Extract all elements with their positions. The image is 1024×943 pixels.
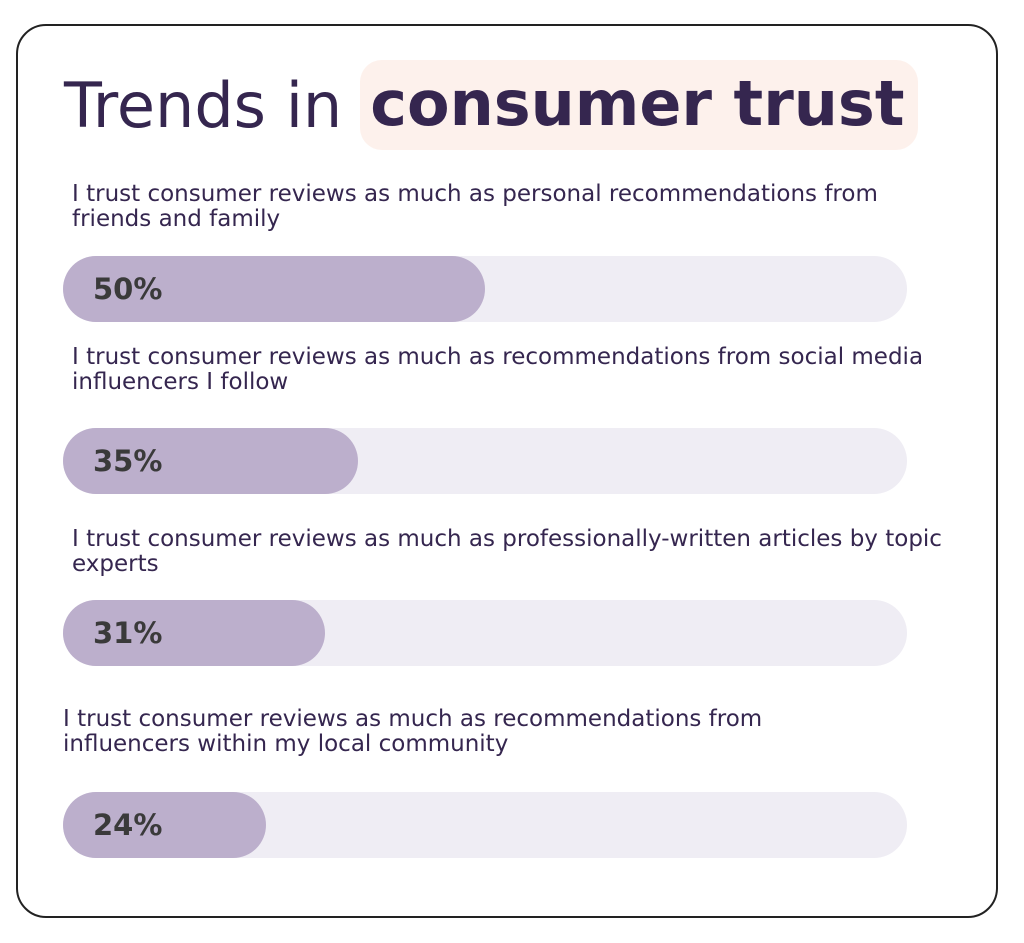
card [16,24,998,918]
value-label: 35% [93,444,163,478]
value-label: 31% [93,616,163,650]
category-label: I trust consumer reviews as much as pers… [72,181,878,232]
title-highlight: consumer trust [360,60,919,150]
bar [63,256,485,322]
bar-track: 50% [63,256,907,322]
bar [63,792,266,858]
title-text: Trends in [64,68,343,142]
value-label: 24% [93,808,163,842]
category-label: I trust consumer reviews as much as reco… [72,344,924,395]
bar [63,600,325,666]
bar-track: 24% [63,792,907,858]
bar-track: 31% [63,600,907,666]
bar-track: 35% [63,428,907,494]
chart-title: Trends in consumer trust [64,60,919,150]
category-label: I trust consumer reviews as much as prof… [72,526,942,577]
value-label: 50% [93,272,163,306]
bar [63,428,359,494]
category-label: I trust consumer reviews as much as reco… [63,706,763,757]
